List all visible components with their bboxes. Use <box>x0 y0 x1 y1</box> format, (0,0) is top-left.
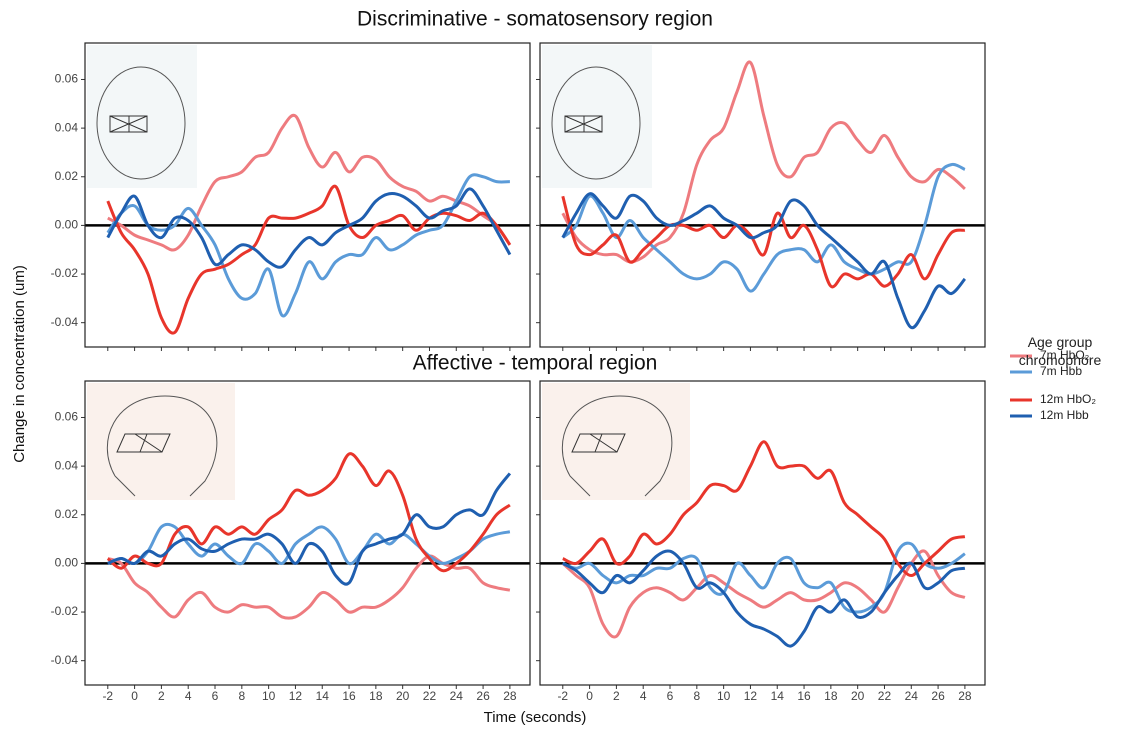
row-title: Discriminative - somatosensory region <box>357 8 713 31</box>
x-tick-label: 28 <box>958 689 972 703</box>
inset-channels <box>571 433 626 453</box>
y-tick-label: -0.04 <box>51 653 79 667</box>
series-line <box>562 541 966 614</box>
series-line <box>106 173 510 318</box>
y-tick-label: 0.02 <box>55 169 79 183</box>
inset-channels <box>564 115 603 133</box>
inset-head <box>561 395 673 497</box>
x-tick-label: 6 <box>212 689 219 703</box>
x-tick-label: 16 <box>342 689 356 703</box>
x-tick-label: 18 <box>369 689 383 703</box>
x-tick-label: 22 <box>423 689 437 703</box>
inset-channels <box>116 433 171 453</box>
series-line <box>561 162 966 293</box>
x-tick-label: 0 <box>131 689 138 703</box>
inset-head <box>96 66 186 180</box>
x-tick-label: 26 <box>931 689 945 703</box>
y-tick-label: -0.02 <box>51 266 79 280</box>
series-line <box>106 187 512 269</box>
x-tick-label: 12 <box>289 689 303 703</box>
x-tick-label: 4 <box>640 689 647 703</box>
x-tick-label: 6 <box>667 689 674 703</box>
y-axis-label: Change in concentration (um) <box>11 265 28 463</box>
y-tick-label: 0.06 <box>55 72 79 86</box>
x-tick-label: 8 <box>693 689 700 703</box>
panel-border <box>539 380 986 686</box>
x-tick-label: 10 <box>717 689 731 703</box>
series-line <box>107 554 511 620</box>
x-tick-label: 26 <box>476 689 490 703</box>
x-tick-label: 20 <box>851 689 865 703</box>
panel-border <box>84 380 531 686</box>
y-tick-label: -0.04 <box>51 315 79 329</box>
y-tick-label: 0.04 <box>55 120 79 134</box>
inset-channels <box>109 115 148 133</box>
x-tick-label: 2 <box>158 689 165 703</box>
y-tick-label: 0.04 <box>55 458 79 472</box>
x-tick-label: 18 <box>824 689 838 703</box>
x-tick-label: 16 <box>797 689 811 703</box>
series-line <box>561 549 966 639</box>
x-tick-label: 22 <box>878 689 892 703</box>
x-tick-label: 8 <box>238 689 245 703</box>
legend-title: Age group chromophore <box>1018 334 1102 368</box>
y-tick-label: 0.06 <box>55 410 79 424</box>
x-tick-label: 14 <box>771 689 785 703</box>
series-line <box>106 452 511 573</box>
legend-label: 12m HbO₂ <box>1040 392 1096 406</box>
y-tick-label: -0.02 <box>51 604 79 618</box>
series-line <box>562 440 966 578</box>
row-title: Affective - temporal region <box>413 352 658 375</box>
y-tick-label: 0.00 <box>55 556 79 570</box>
inset-background <box>542 383 690 500</box>
inset-background <box>87 383 235 500</box>
series-line <box>107 113 512 252</box>
x-tick-label: 20 <box>396 689 410 703</box>
x-tick-label: 10 <box>262 689 276 703</box>
x-tick-label: 12 <box>744 689 758 703</box>
x-axis-label: Time (seconds) <box>484 709 587 726</box>
series-line <box>107 472 512 586</box>
x-tick-label: -2 <box>557 689 568 703</box>
series-line <box>561 192 967 330</box>
x-tick-label: 28 <box>503 689 517 703</box>
y-tick-label: 0.02 <box>55 507 79 521</box>
panel-border <box>539 42 986 348</box>
inset-head <box>106 395 218 497</box>
x-tick-label: 0 <box>586 689 593 703</box>
series-line <box>561 195 966 289</box>
series-line <box>562 549 966 648</box>
x-tick-label: 24 <box>450 689 464 703</box>
x-tick-label: 4 <box>185 689 192 703</box>
x-tick-label: -2 <box>102 689 113 703</box>
series-line <box>107 522 511 566</box>
panel-border <box>84 42 531 348</box>
y-tick-label: 0.00 <box>55 218 79 232</box>
x-tick-label: 14 <box>316 689 330 703</box>
legend-label: 7m Hbb <box>1040 364 1082 378</box>
series-line <box>106 184 512 335</box>
x-tick-label: 2 <box>613 689 620 703</box>
legend-label: 7m HbO₂ <box>1040 348 1090 362</box>
inset-head <box>551 66 641 180</box>
x-tick-label: 24 <box>905 689 919 703</box>
legend-label: 12m Hbb <box>1040 408 1089 422</box>
